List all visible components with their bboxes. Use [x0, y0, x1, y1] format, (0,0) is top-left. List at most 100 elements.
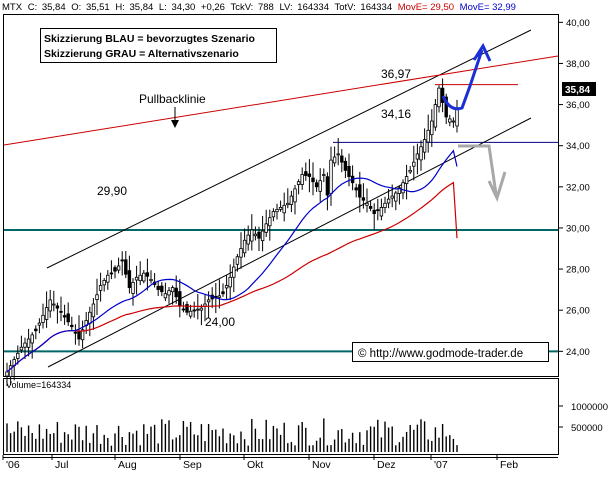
volume-bar: [344, 442, 347, 452]
header-close: 35,84: [42, 2, 66, 13]
volume-bar: [229, 433, 231, 452]
candle-body: [134, 276, 139, 281]
candle-body: [340, 155, 344, 163]
volume-bar: [222, 428, 224, 452]
volume-bar: [413, 429, 415, 452]
candle-body: [437, 87, 441, 108]
volume-bar: [416, 424, 419, 452]
candle-body: [192, 309, 196, 312]
candle-body: [376, 209, 380, 212]
volume-bar: [89, 442, 91, 452]
candle-body: [37, 322, 42, 326]
candle-body: [102, 279, 106, 286]
volume-bar: [362, 444, 365, 452]
candle-body: [149, 278, 153, 282]
volume-bar: [45, 428, 48, 452]
candle-body: [228, 276, 232, 288]
candle-body: [91, 303, 96, 318]
candle-body: [311, 177, 315, 183]
candle-body: [34, 328, 38, 332]
candle-body: [44, 307, 49, 320]
header-totv-label: TotV:: [334, 2, 355, 13]
volume-bar: [92, 433, 95, 452]
candle-body: [440, 87, 445, 103]
price-tick-label: 38,00: [566, 59, 590, 70]
volume-bar: [6, 423, 8, 452]
volume-bar: [261, 439, 264, 452]
candle-body: [66, 313, 70, 323]
volume-bar: [243, 439, 246, 452]
header-info-line: MTX C: 35,84 O: 35,51 H: 35,84 L: 34,30 …: [2, 2, 516, 13]
volume-bar: [377, 419, 379, 452]
volume-bar: [103, 434, 105, 452]
volume-bar: [333, 439, 336, 452]
candle-body: [415, 153, 420, 160]
time-tick-label: '07: [434, 459, 448, 471]
header-change: +0,26: [201, 2, 225, 13]
copyright-link[interactable]: © http://www.godmode-trader.de: [358, 348, 523, 360]
volume-bar: [233, 435, 235, 452]
volume-bar: [438, 437, 440, 452]
scenario-legend-box: [40, 28, 277, 63]
candle-body: [178, 291, 182, 307]
volume-bar: [81, 440, 84, 452]
level-label-3697: 36,97: [381, 67, 411, 81]
candle-body: [448, 118, 452, 123]
time-tick-label: Feb: [500, 459, 518, 471]
volume-bar: [121, 436, 123, 452]
header-move1: 29,50: [430, 2, 454, 13]
volume-bar: [294, 445, 296, 452]
candle-body: [206, 299, 211, 303]
volume-bar: [31, 433, 33, 452]
volume-bar: [143, 424, 145, 452]
candle-body: [160, 285, 164, 293]
candle-body: [419, 146, 423, 161]
candle-body: [170, 287, 175, 293]
candle-body: [59, 310, 63, 313]
copyright-box: [352, 342, 549, 362]
candle-body: [289, 195, 294, 205]
time-tick-label: Dez: [377, 459, 396, 471]
candle-body: [232, 266, 236, 278]
volume-bar: [441, 423, 444, 452]
candle-body: [124, 259, 128, 275]
candle-body: [386, 198, 391, 204]
candle-body: [383, 202, 387, 209]
volume-bar: [456, 445, 458, 452]
volume-bar: [157, 443, 159, 452]
volume-bar: [359, 432, 361, 452]
header-c-label: C:: [28, 2, 38, 13]
volume-bar: [427, 439, 429, 452]
candle-body: [451, 120, 456, 123]
volume-bar: [189, 422, 192, 452]
volume-bar: [207, 423, 210, 452]
volume-bar: [449, 435, 451, 452]
candle-body: [142, 272, 146, 282]
header-lv: 164334: [297, 2, 329, 13]
legend-grey-line: Skizzierung GRAU = Alternativszenario: [44, 48, 239, 60]
volume-bar: [423, 421, 426, 452]
candle-body: [55, 305, 60, 309]
candle-body: [253, 233, 258, 237]
volume-bar: [420, 419, 422, 452]
candle-body: [8, 365, 13, 378]
volume-bar: [139, 445, 141, 452]
volume-bar: [211, 430, 213, 452]
volume-bar: [110, 445, 113, 452]
volume-bar: [182, 420, 185, 452]
pullback-arrow-head: [171, 120, 179, 128]
candle-body: [145, 272, 150, 277]
header-o-label: O:: [71, 2, 81, 13]
channel-upper-line: [46, 29, 532, 269]
header-tickvol-label: TckV:: [230, 2, 253, 13]
volume-bar: [355, 443, 357, 452]
volume-bar: [258, 438, 260, 452]
volume-bar: [128, 432, 131, 452]
candle-body: [19, 346, 24, 351]
candle-body: [304, 171, 308, 176]
volume-bar: [42, 438, 44, 452]
volume-bar: [117, 425, 120, 452]
moving-average-fast: [6, 149, 458, 373]
header-h-label: H:: [115, 2, 125, 13]
candle-body: [401, 182, 405, 194]
